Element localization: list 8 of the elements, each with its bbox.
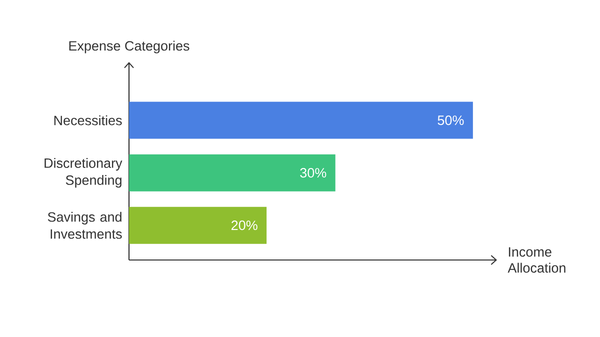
data-label: 20%: [232, 220, 258, 230]
x-axis-title: Income Allocation: [508, 247, 566, 273]
y-tick-label: Necessities: [54, 115, 122, 126]
y-tick-label: Discretionary Spending: [44, 158, 122, 188]
y-axis-title: Expense Categories: [69, 40, 190, 54]
data-label: 30%: [300, 168, 326, 178]
data-label: 50%: [438, 116, 464, 126]
y-tick-label: Savings and Investments: [48, 212, 122, 239]
